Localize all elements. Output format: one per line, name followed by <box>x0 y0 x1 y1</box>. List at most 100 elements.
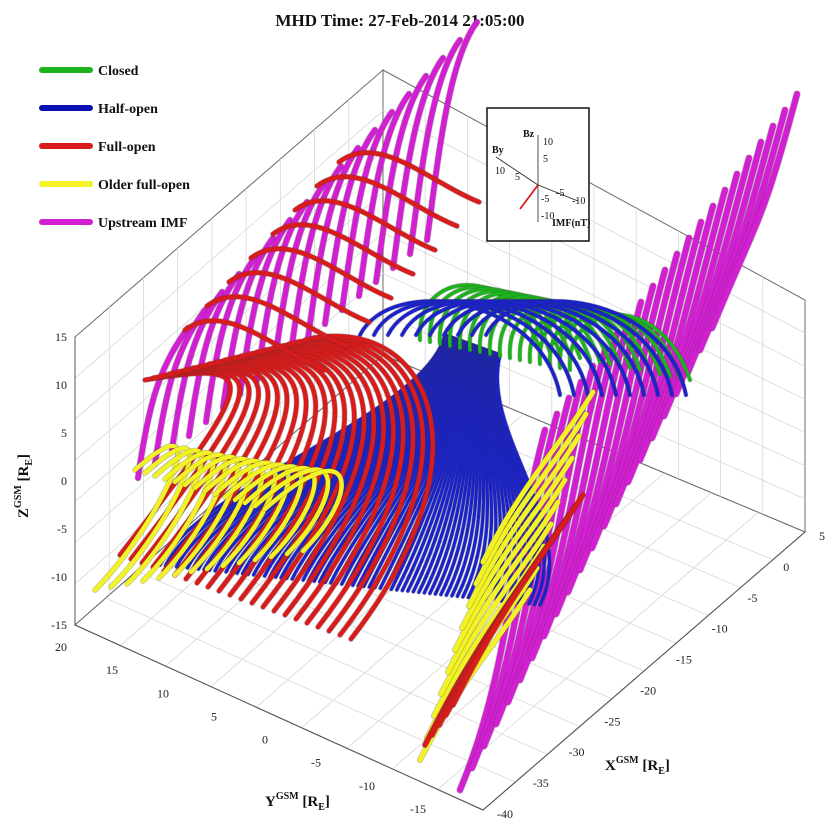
full-open-line <box>270 222 416 277</box>
legend-label: Half-open <box>98 102 158 117</box>
imf-by-tick: 5 <box>515 172 520 183</box>
y-tick-label: -5 <box>311 756 321 770</box>
upstream-imf-line <box>135 325 191 481</box>
full-open-line <box>286 339 406 630</box>
upstream-imf-line <box>553 299 644 617</box>
half-open-line <box>442 299 646 397</box>
x-tick-label: -30 <box>569 745 585 759</box>
x-axis-label: XGSM [RE] <box>605 755 670 777</box>
upstream-imf-line <box>589 251 680 551</box>
z-tick-label: -10 <box>51 570 67 584</box>
y-tick-label: 0 <box>262 733 268 747</box>
imf-x-tick: -10 <box>572 196 585 207</box>
x-tick-label: -25 <box>604 714 620 728</box>
imf-bz-tick: -10 <box>541 211 554 222</box>
upstream-imf-line <box>339 109 395 313</box>
imf-inset-x-axis <box>537 184 579 202</box>
upstream-imf-line <box>601 235 692 529</box>
older-full-open-line <box>438 521 554 697</box>
full-open-line <box>278 341 396 626</box>
older-full-open-line <box>452 477 568 653</box>
half-open-line <box>495 353 552 607</box>
older-full-open-line <box>262 468 344 554</box>
half-open-line <box>470 299 674 397</box>
x-tick-label: 0 <box>783 560 789 574</box>
older-full-open-line <box>466 433 582 609</box>
closed-line <box>528 305 652 374</box>
full-open-line <box>248 246 394 301</box>
upstream-imf-line <box>407 37 463 257</box>
imf-bz-tick: 10 <box>543 137 553 148</box>
closed-line <box>418 283 542 352</box>
chart-title: MHD Time: 27-Feb-2014 21:05:00 <box>275 11 524 30</box>
half-open-line <box>456 299 660 397</box>
y-tick-label: 5 <box>211 709 217 723</box>
y-tick-label: -15 <box>410 802 426 816</box>
upstream-imf-line <box>577 267 668 573</box>
y-tick-label: 10 <box>157 686 169 700</box>
full-open-line <box>254 347 367 614</box>
full-open-line <box>270 343 386 622</box>
z-axis-label: ZGSM [RE] <box>13 454 35 518</box>
upstream-imf-line <box>186 271 242 439</box>
imf-inset: Bz By 10 5 -5 -10 10 5 -5 -10 IMF(nT) <box>486 107 590 242</box>
field-lines <box>92 18 801 794</box>
x-tick-label: -40 <box>497 807 513 821</box>
legend-label: Closed <box>98 64 139 79</box>
full-open-line <box>292 198 438 253</box>
z-tick-label: 15 <box>55 330 67 344</box>
upstream-imf-line <box>288 163 344 355</box>
legend-label: Full-open <box>98 140 156 155</box>
x-tick-label: -15 <box>676 653 692 667</box>
imf-vector <box>519 184 539 210</box>
upstream-imf-line <box>709 91 800 331</box>
x-axis-ticks: 5 0 -5 -10 -15 -20 -25 -30 -35 -40 <box>497 529 825 821</box>
full-open-line <box>450 492 586 708</box>
upstream-imf-line <box>390 55 446 271</box>
older-full-open-line <box>445 499 561 675</box>
closed-line <box>478 295 602 364</box>
older-full-open-line <box>232 464 304 563</box>
full-open-line <box>204 294 350 349</box>
full-open-line <box>262 345 376 618</box>
z-tick-label: -15 <box>51 618 67 632</box>
upstream-imf-line <box>169 289 225 453</box>
x-tick-label: -35 <box>533 776 549 790</box>
x-tick-label: 5 <box>819 529 825 543</box>
x-tick-label: -5 <box>747 591 757 605</box>
x-tick-label: -10 <box>712 622 728 636</box>
older-full-open-line <box>92 443 181 593</box>
y-tick-label: -10 <box>359 779 375 793</box>
z-tick-label: -5 <box>57 522 67 536</box>
upstream-imf-line <box>203 253 259 425</box>
older-full-open-line <box>124 448 204 587</box>
upstream-imf-line <box>541 315 632 639</box>
z-tick-label: 10 <box>55 378 67 392</box>
legend-label: Older full-open <box>98 178 190 193</box>
older-full-open-line <box>473 411 589 587</box>
full-open-line <box>314 174 460 229</box>
older-full-open-line <box>108 446 192 590</box>
upstream-imf-line <box>322 127 378 327</box>
upstream-imf-line <box>625 203 716 485</box>
older-full-open-line <box>222 462 291 566</box>
older-full-open-line <box>242 465 317 560</box>
full-open-line <box>226 270 372 325</box>
imf-by-label: By <box>492 145 504 156</box>
imf-bz-label: Bz <box>523 129 535 140</box>
z-axis-ticks: 15 10 5 0 -5 -10 -15 <box>51 330 67 632</box>
full-open-line <box>310 334 435 642</box>
imf-bz-tick: 5 <box>543 154 548 165</box>
imf-unit-label: IMF(nT) <box>552 218 590 229</box>
older-full-open-line <box>252 467 331 557</box>
y-tick-label: 20 <box>55 640 67 654</box>
legend-label: Upstream IMF <box>98 216 188 231</box>
full-open-line <box>336 150 482 205</box>
upstream-imf-line <box>613 219 704 507</box>
y-tick-label: 15 <box>106 663 118 677</box>
half-open-line <box>484 299 688 397</box>
axes-frame <box>74 337 806 811</box>
full-open-line <box>182 318 328 373</box>
